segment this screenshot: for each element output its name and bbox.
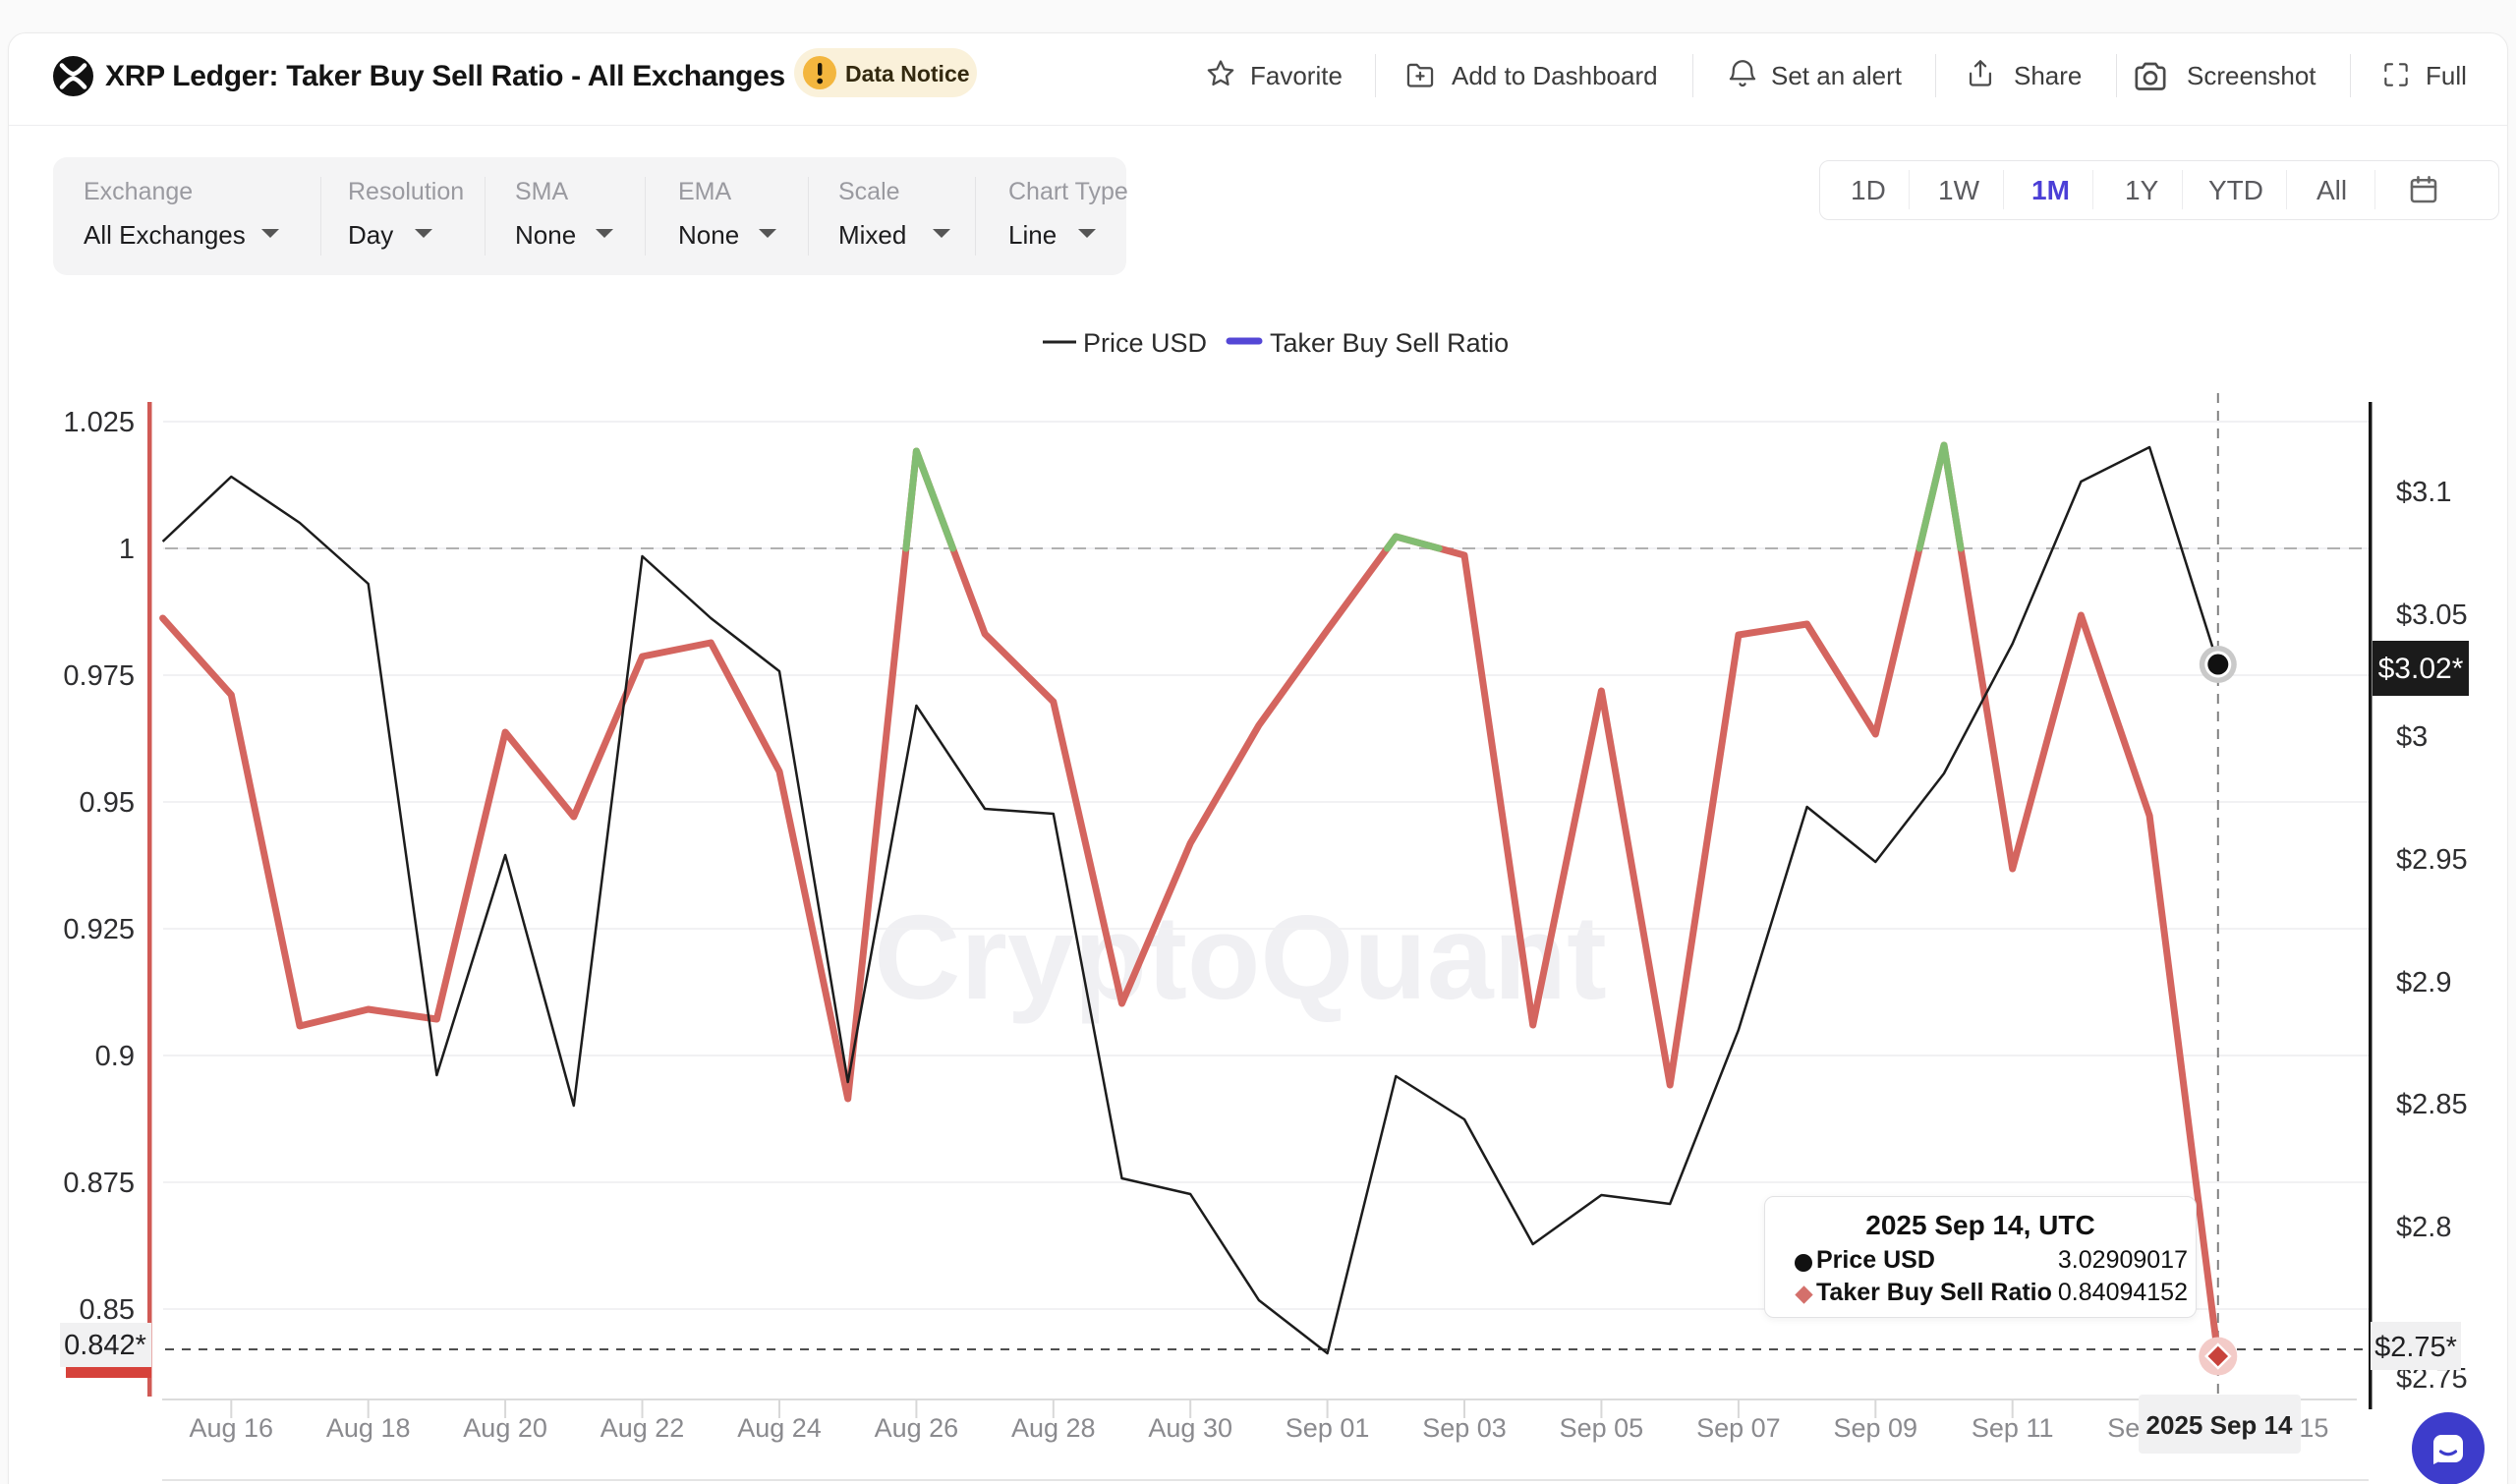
svg-text:Aug 18: Aug 18 [326,1413,411,1443]
svg-text:$2.9: $2.9 [2396,967,2451,999]
svg-text:0.95: 0.95 [80,787,135,819]
svg-text:1: 1 [119,534,135,565]
svg-text:2025 Sep 14: 2025 Sep 14 [2146,1410,2293,1440]
svg-text:0.975: 0.975 [63,660,135,692]
svg-text:0.85: 0.85 [80,1294,135,1326]
svg-text:$2.75*: $2.75* [2374,1332,2457,1363]
svg-text:Sep 11: Sep 11 [1972,1413,2054,1443]
svg-text:$3.05: $3.05 [2396,599,2468,631]
svg-text:$3.1: $3.1 [2396,477,2451,508]
svg-text:0.842*: 0.842* [64,1330,146,1361]
svg-text:Sep 01: Sep 01 [1286,1413,1370,1443]
svg-text:$2.85: $2.85 [2396,1089,2468,1120]
svg-text:$3.02*: $3.02* [2378,653,2464,685]
svg-text:1.025: 1.025 [63,407,135,438]
svg-text:$2.8: $2.8 [2396,1212,2451,1243]
svg-text:Sep 07: Sep 07 [1696,1413,1781,1443]
svg-text:Aug 16: Aug 16 [190,1413,274,1443]
svg-text:Sep 05: Sep 05 [1560,1413,1644,1443]
svg-text:Aug 24: Aug 24 [737,1413,822,1443]
svg-text:0.9: 0.9 [95,1041,135,1072]
svg-text:Aug 26: Aug 26 [875,1413,959,1443]
svg-text:Sep 09: Sep 09 [1834,1413,1918,1443]
svg-text:$3: $3 [2396,721,2428,753]
svg-text:0.925: 0.925 [63,914,135,945]
svg-text:Sep 03: Sep 03 [1422,1413,1507,1443]
svg-text:CryptoQuant: CryptoQuant [874,890,1607,1024]
svg-text:Aug 28: Aug 28 [1011,1413,1096,1443]
svg-text:0.875: 0.875 [63,1168,135,1199]
svg-text:Aug 22: Aug 22 [600,1413,685,1443]
svg-text:$2.95: $2.95 [2396,844,2468,876]
svg-text:Aug 20: Aug 20 [463,1413,547,1443]
svg-text:Aug 30: Aug 30 [1148,1413,1232,1443]
